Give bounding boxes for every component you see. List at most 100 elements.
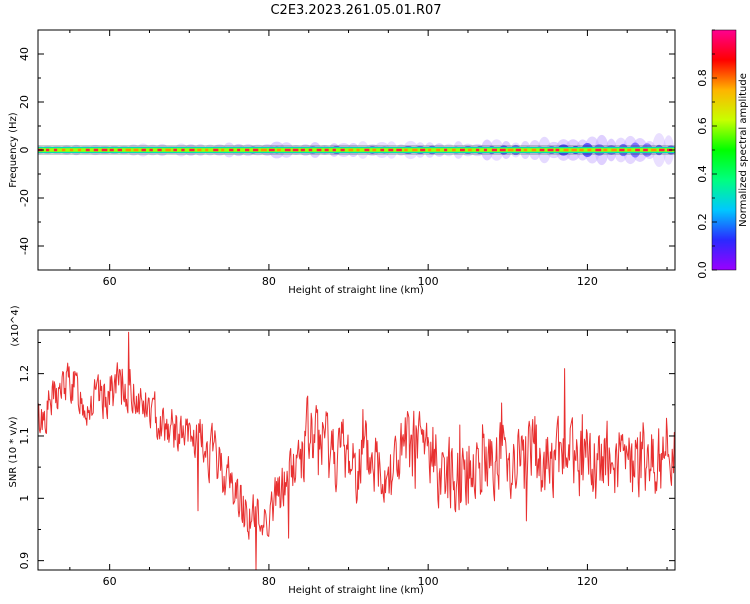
spectrogram-peak — [460, 148, 465, 152]
spectrogram-peak — [101, 148, 108, 152]
spectrogram-peak — [245, 148, 250, 152]
spectrogram-y-tick-label: 20 — [18, 95, 31, 109]
spectrogram-peak — [213, 148, 219, 152]
spectrogram-peak — [531, 148, 537, 152]
spectrogram-peak — [603, 148, 608, 152]
snr-frame — [37, 329, 676, 571]
spectrogram-peak — [205, 148, 209, 152]
spectrogram-y-tick-label: 40 — [18, 47, 31, 61]
spectrogram-peak — [109, 148, 114, 152]
spectrogram-peak — [340, 148, 345, 152]
snr-y-tick-label: 0.9 — [18, 552, 31, 570]
spectrogram-peak — [284, 148, 291, 152]
colorbar-tick-label: 0.4 — [696, 165, 709, 183]
spectrogram-peak — [507, 148, 514, 152]
spectrogram-peak — [85, 148, 90, 152]
snr-y-tick-label: 1.2 — [18, 365, 31, 383]
snr-x-tick-label: 100 — [418, 575, 439, 588]
colorbar-tick-label: 0.8 — [696, 69, 709, 87]
snr-series-line — [38, 331, 675, 570]
spectrogram-peak — [348, 148, 354, 152]
spectrogram-peak — [133, 148, 139, 152]
snr-y-tick-label: 1 — [18, 495, 31, 502]
colorbar: 0.0 0.2 0.4 0.6 0.8 Normalized spectral ampl… — [696, 29, 749, 279]
spectrogram-x-tick-label: 60 — [103, 275, 117, 288]
spectrogram-peak — [93, 148, 99, 152]
colorbar-tick-label: 0.6 — [696, 117, 709, 135]
spectrogram-peak — [252, 148, 259, 152]
spectrogram-y-tick-label: -40 — [18, 237, 31, 255]
spectrogram-peak — [420, 148, 426, 152]
snr-y-tick-label: 1.1 — [18, 427, 31, 445]
spectrogram-peak — [372, 148, 377, 152]
spectrogram-peak — [292, 148, 299, 152]
spectrogram-marks — [38, 132, 675, 168]
spectrogram-x-tick-label: 100 — [418, 275, 439, 288]
spectrogram-peak — [69, 148, 74, 152]
spectrogram-peak — [221, 148, 225, 152]
spectrogram-y-axis-label: Frequency (Hz) — [8, 112, 19, 188]
spectrogram-peak — [404, 148, 408, 152]
spectrogram-peak — [563, 148, 569, 152]
colorbar-ticks: 0.0 0.2 0.4 0.6 0.8 — [696, 29, 717, 279]
spectrogram-peak — [436, 148, 441, 152]
spectrogram-peak — [229, 148, 234, 152]
spectrogram-peak — [149, 148, 153, 152]
spectrogram-peak — [571, 148, 577, 152]
spectrogram-peak — [300, 148, 305, 152]
spectrogram-peak — [268, 148, 275, 152]
spectrogram-peak — [165, 148, 171, 152]
snr-y-axis-scale: (x10^4) — [10, 305, 21, 346]
spectrogram-y-tick-label: -20 — [18, 189, 31, 207]
spectrogram-peak — [651, 148, 657, 152]
spectrogram-panel: 60 80 100 120 -40 -20 0 20 40 Height of straight… — [8, 29, 676, 296]
spectrogram-peak — [332, 148, 336, 152]
spectrogram-peak — [237, 148, 241, 152]
snr-panel: 60 80 100 120 0.9 1 1.1 1.2 Height of straight … — [8, 305, 676, 596]
spectrogram-peak — [260, 148, 267, 152]
spectrogram-peak — [388, 148, 394, 152]
colorbar-tick-label: 0.0 — [696, 261, 709, 279]
spectrogram-x-tick-label: 80 — [262, 275, 276, 288]
spectrogram-peak — [77, 148, 82, 152]
spectrogram-peak — [380, 148, 385, 152]
spectrogram-peak — [483, 148, 487, 152]
spectrogram-peak — [523, 148, 528, 152]
spectrogram-y-tick-label: 0 — [18, 147, 31, 154]
snr-x-axis-label: Height of straight line (km) — [288, 585, 424, 596]
spectrogram-peak — [412, 148, 418, 152]
colorbar-label: Normalized spectral amplitude — [738, 73, 749, 227]
spectrogram-peak — [364, 148, 370, 152]
spectrogram-peak — [141, 148, 146, 152]
spectrogram-peak — [579, 148, 584, 152]
spectrogram-peak — [189, 148, 195, 152]
spectrogram-peak — [619, 148, 625, 152]
spectrogram-peak — [157, 148, 162, 152]
spectrogram-peak — [276, 148, 281, 152]
spectrogram-peak — [547, 148, 554, 152]
spectrogram-peak — [324, 148, 329, 152]
colorbar-gradient — [711, 29, 737, 271]
spectrogram-peak — [659, 148, 665, 152]
spectrogram-peak — [555, 148, 560, 152]
spectrogram-peak — [587, 148, 592, 152]
spectrogram-x-axis-label: Height of straight line (km) — [288, 285, 424, 296]
snr-y-axis-label: SNR (10 * v/v) — [8, 416, 19, 487]
spectrogram-ticks: 60 80 100 120 -40 -20 0 20 40 — [18, 29, 675, 288]
spectrogram-x-tick-label: 120 — [577, 275, 598, 288]
snr-x-tick-label: 80 — [262, 575, 276, 588]
spectrogram-peak — [428, 148, 432, 152]
spectrogram-peak — [627, 148, 632, 152]
spectrogram-peak — [643, 148, 648, 152]
spectrogram-peak — [635, 148, 640, 152]
spectrogram-peak — [197, 148, 202, 152]
spectrogram-peak — [491, 148, 497, 152]
snr-ticks: 60 80 100 120 0.9 1 1.1 1.2 — [18, 330, 675, 588]
spectrogram-peak — [396, 148, 402, 152]
spectrogram-peak — [173, 148, 177, 152]
spectrogram-peak — [125, 148, 131, 152]
spectrogram-peak — [595, 148, 602, 152]
spectrogram-peak — [53, 148, 58, 152]
spectrogram-peak — [452, 148, 456, 152]
colorbar-tick-label: 0.2 — [696, 213, 709, 231]
